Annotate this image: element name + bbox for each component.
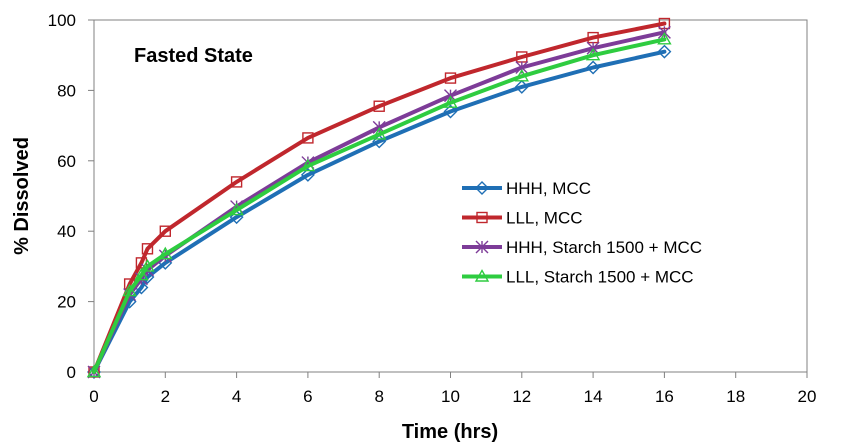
data-point: [476, 211, 488, 224]
series-line: [92, 21, 667, 374]
y-tick-label: 0: [67, 363, 76, 382]
legend-item: HHH, Starch 1500 + MCC: [462, 238, 702, 257]
data-point: [300, 158, 316, 172]
series-layer: [86, 17, 672, 379]
data-point: [300, 167, 315, 182]
y-axis: 0 20 40 60 80 100: [48, 11, 94, 382]
data-point: [302, 132, 314, 144]
data-point: [657, 31, 672, 45]
data-point: [514, 68, 530, 82]
x-axis: 0 2 4 6 8 10 12 14 16 18 20: [89, 372, 816, 406]
series-line: [92, 49, 667, 374]
legend-label: HHH, Starch 1500 + MCC: [506, 238, 702, 257]
x-tick-label: 2: [161, 387, 170, 406]
data-point: [141, 243, 154, 255]
y-tick-label: 40: [57, 222, 76, 241]
x-tick-label: 0: [89, 387, 98, 406]
data-point: [371, 126, 387, 140]
data-point: [514, 79, 529, 94]
data-point: [444, 72, 457, 84]
data-point: [443, 104, 458, 119]
legend: HHH, MCC LLL, MCC HHH, Starch 1500 + MCC LL…: [462, 179, 702, 287]
data-point: [158, 246, 173, 260]
data-point: [159, 225, 172, 237]
legend-label: HHH, MCC: [506, 179, 591, 198]
data-point: [474, 269, 490, 282]
data-point: [229, 202, 244, 216]
data-point: [475, 240, 489, 254]
y-tick-label: 20: [57, 293, 76, 312]
data-point: [122, 283, 137, 297]
x-tick-label: 18: [726, 387, 745, 406]
y-tick-label: 80: [57, 81, 76, 100]
data-point: [585, 47, 601, 61]
y-tick-label: 60: [57, 152, 76, 171]
legend-label: LLL, MCC: [506, 209, 583, 228]
data-point: [86, 364, 102, 378]
data-point: [373, 100, 385, 112]
x-tick-label: 10: [441, 387, 460, 406]
x-tick-label: 12: [512, 387, 531, 406]
legend-item: HHH, MCC: [462, 179, 591, 198]
y-axis-title: % Dissolved: [11, 137, 33, 255]
series: [86, 31, 672, 378]
x-tick-label: 6: [303, 387, 312, 406]
data-point: [140, 258, 155, 272]
x-axis-title: Time (hrs): [402, 421, 498, 443]
y-tick-label: 100: [48, 11, 76, 30]
x-tick-label: 20: [798, 387, 817, 406]
legend-item: LLL, MCC: [462, 209, 583, 228]
data-point: [134, 267, 149, 281]
legend-label: LLL, Starch 1500 + MCC: [506, 268, 694, 287]
x-tick-label: 16: [655, 387, 674, 406]
data-point: [657, 44, 672, 59]
x-tick-label: 8: [374, 387, 383, 406]
x-tick-label: 4: [232, 387, 241, 406]
data-point: [475, 181, 489, 195]
data-point: [230, 176, 243, 188]
data-point: [443, 95, 458, 108]
legend-item: LLL, Starch 1500 + MCC: [462, 268, 694, 287]
x-tick-label: 14: [584, 387, 603, 406]
data-point: [586, 60, 601, 75]
chart-annotation: Fasted State: [134, 45, 253, 67]
series-line: [92, 37, 667, 374]
